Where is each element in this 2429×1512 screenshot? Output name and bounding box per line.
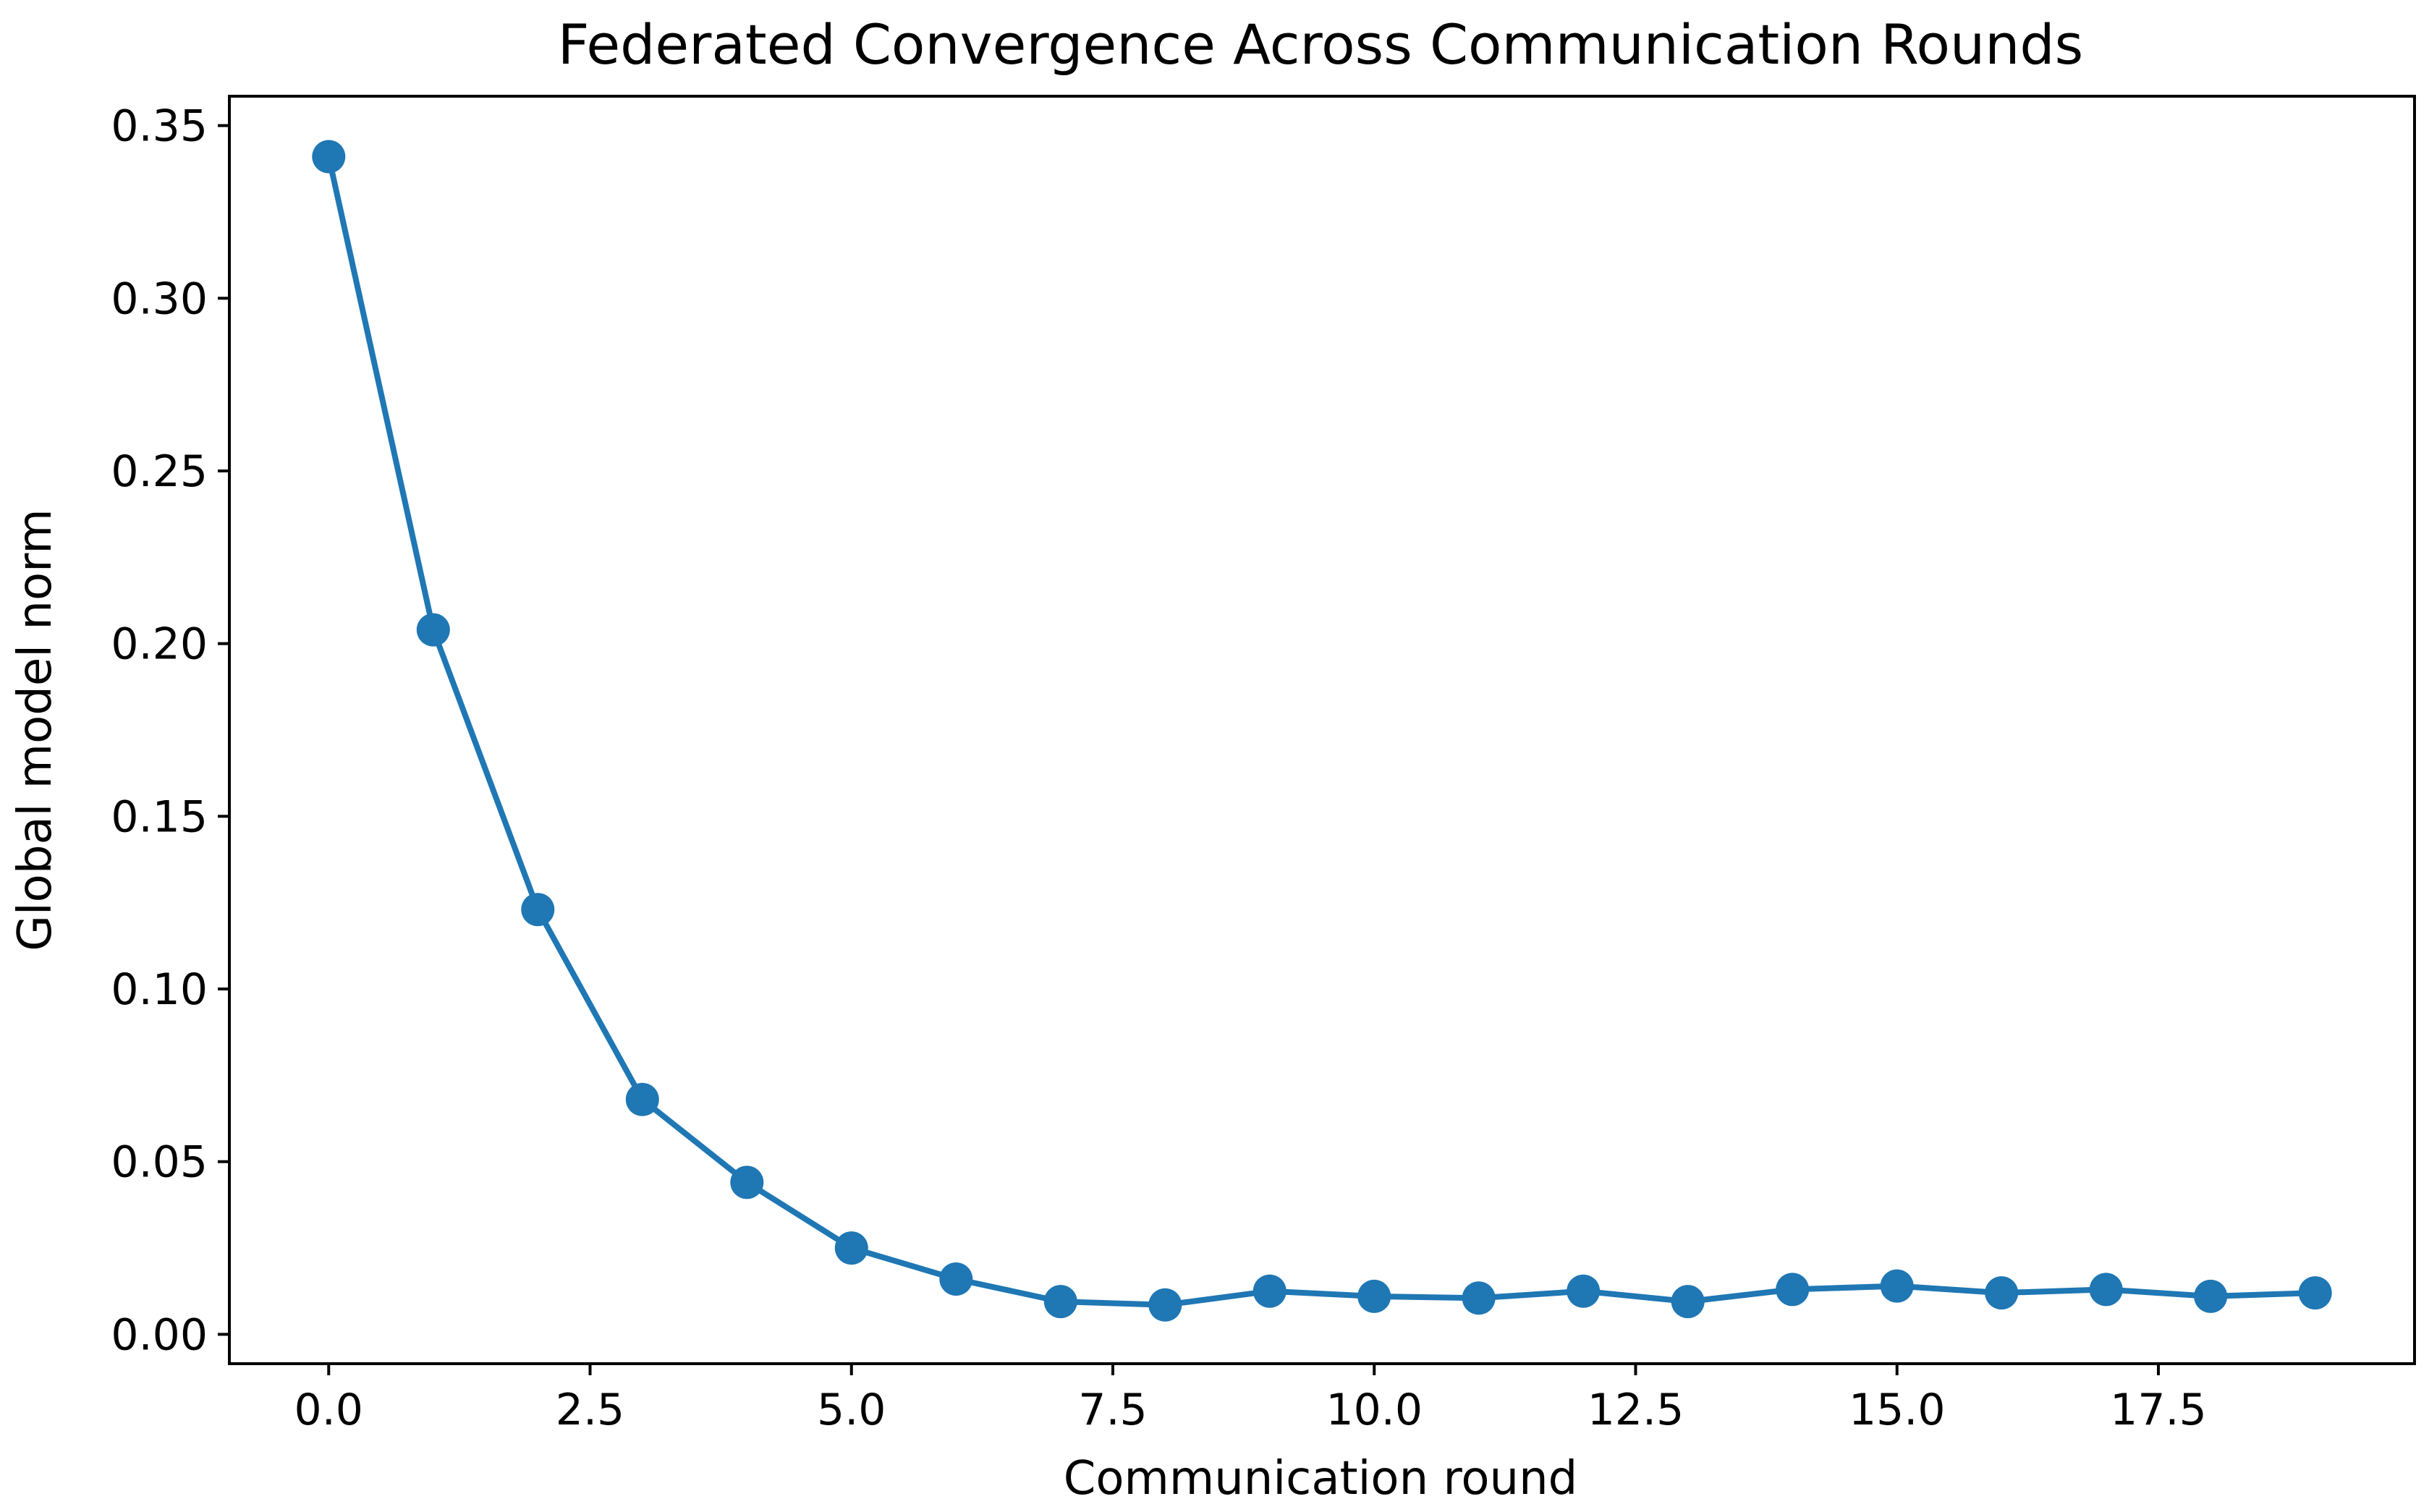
series-layer xyxy=(312,140,2332,1322)
x-tick-label: 2.5 xyxy=(556,1385,624,1435)
data-point xyxy=(1252,1274,1286,1308)
x-tick-label: 5.0 xyxy=(817,1385,886,1435)
data-point xyxy=(625,1082,659,1116)
plot-area-frame xyxy=(228,95,2416,1365)
data-point xyxy=(1880,1269,1914,1303)
y-tick-label: 0.25 xyxy=(111,446,208,497)
y-tick-label: 0.20 xyxy=(111,619,208,670)
y-tick-label: 0.00 xyxy=(111,1309,208,1360)
y-axis: 0.00 0.05 0.10 0.15 0.20 0.25 0.30 0.35 xyxy=(111,101,229,1360)
y-tick-label: 0.05 xyxy=(111,1137,208,1188)
data-point xyxy=(1567,1274,1601,1308)
x-tick-label: 15.0 xyxy=(1849,1385,1946,1435)
data-point xyxy=(939,1262,973,1296)
data-point xyxy=(1462,1281,1496,1315)
data-point xyxy=(1776,1273,1810,1307)
x-axis-label: Communication round xyxy=(1064,1452,1578,1505)
x-tick-label: 17.5 xyxy=(2110,1385,2207,1435)
data-point xyxy=(1148,1288,1182,1322)
x-tick-label: 10.0 xyxy=(1326,1385,1423,1435)
y-tick-label: 0.15 xyxy=(111,791,208,842)
x-tick-label: 12.5 xyxy=(1587,1385,1684,1435)
data-point xyxy=(1985,1276,2019,1310)
y-tick-label: 0.10 xyxy=(111,964,208,1015)
y-axis-label: Global model norm xyxy=(9,509,62,951)
y-tick-label: 0.35 xyxy=(111,101,208,152)
data-point xyxy=(416,613,450,647)
data-point xyxy=(312,140,346,174)
chart-title: Federated Convergence Across Communicati… xyxy=(558,12,2083,77)
series-line xyxy=(326,153,2318,1308)
x-tick-label: 0.0 xyxy=(294,1385,363,1435)
x-tick-label: 7.5 xyxy=(1078,1385,1147,1435)
data-point xyxy=(1357,1279,1391,1313)
data-point xyxy=(730,1165,764,1199)
y-tick-label: 0.30 xyxy=(111,273,208,324)
data-point xyxy=(521,893,555,927)
data-point xyxy=(1043,1285,1077,1319)
data-point xyxy=(1671,1285,1705,1319)
data-point xyxy=(834,1231,868,1265)
data-point xyxy=(2298,1276,2332,1310)
x-axis: 0.0 2.5 5.0 7.5 10.0 12.5 15.0 17.5 xyxy=(294,1364,2207,1435)
data-point xyxy=(2089,1273,2123,1307)
data-point xyxy=(2194,1279,2228,1313)
